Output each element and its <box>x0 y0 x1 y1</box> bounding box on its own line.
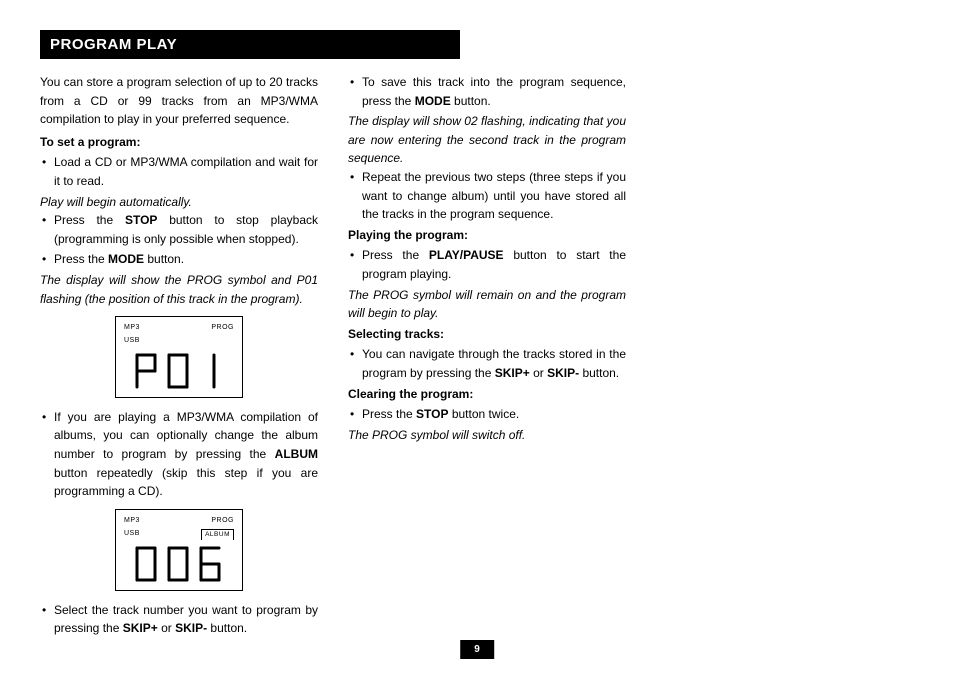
bullet-list: Repeat the previous two steps (three ste… <box>348 168 626 224</box>
lcd-label-prog: PROG <box>211 323 234 334</box>
bullet-list: Press the STOP button twice. <box>348 405 626 424</box>
note-text: The PROG symbol will switch off. <box>348 426 626 445</box>
list-item: Select the track number you want to prog… <box>54 601 318 638</box>
bullet-list: Press the PLAY/PAUSE button to start the… <box>348 246 626 283</box>
lcd-label-usb: USB <box>124 336 140 347</box>
list-item: To save this track into the program sequ… <box>362 73 626 110</box>
lcd-label-prog: PROG <box>211 516 234 527</box>
bullet-list: Press the STOP button to stop playback (… <box>40 211 318 269</box>
list-item: If you are playing a MP3/WMA compilation… <box>54 408 318 501</box>
note-text: The display will show the PROG symbol an… <box>40 271 318 308</box>
page-number: 9 <box>460 640 494 659</box>
column-right: To save this track into the program sequ… <box>348 73 626 640</box>
bullet-list: Select the track number you want to prog… <box>40 601 318 638</box>
lcd-display-006: MP3 PROG USB ALBUM <box>115 509 243 591</box>
manual-page: PROGRAM PLAY You can store a program sel… <box>0 0 954 660</box>
lcd-label-album: ALBUM <box>201 529 234 540</box>
bullet-list: If you are playing a MP3/WMA compilation… <box>40 408 318 501</box>
lcd-digits <box>124 349 234 393</box>
subhead-set-program: To set a program: <box>40 133 318 152</box>
lcd-display-p01: MP3 PROG USB <box>115 316 243 398</box>
subhead-playing: Playing the program: <box>348 226 626 245</box>
lcd-label-mp3: MP3 <box>124 323 140 334</box>
subhead-selecting: Selecting tracks: <box>348 325 626 344</box>
intro-text: You can store a program selection of up … <box>40 73 318 129</box>
list-item: Press the PLAY/PAUSE button to start the… <box>362 246 626 283</box>
list-item: Press the STOP button to stop playback (… <box>54 211 318 248</box>
note-text: The PROG symbol will remain on and the p… <box>348 286 626 323</box>
lcd-label-mp3: MP3 <box>124 516 140 527</box>
list-item: Load a CD or MP3/WMA compilation and wai… <box>54 153 318 190</box>
list-item: Repeat the previous two steps (three ste… <box>362 168 626 224</box>
lcd-digits <box>124 542 234 586</box>
bullet-list: You can navigate through the tracks stor… <box>348 345 626 382</box>
section-title: PROGRAM PLAY <box>40 30 460 59</box>
list-item: Press the STOP button twice. <box>362 405 626 424</box>
list-item: Press the MODE button. <box>54 250 318 269</box>
column-left: You can store a program selection of up … <box>40 73 318 640</box>
note-text: Play will begin automatically. <box>40 193 318 212</box>
bullet-list: Load a CD or MP3/WMA compilation and wai… <box>40 153 318 190</box>
list-item: You can navigate through the tracks stor… <box>362 345 626 382</box>
two-column-layout: You can store a program selection of up … <box>40 73 914 640</box>
subhead-clearing: Clearing the program: <box>348 385 626 404</box>
bullet-list: To save this track into the program sequ… <box>348 73 626 110</box>
note-text: The display will show 02 flashing, indic… <box>348 112 626 168</box>
lcd-label-usb: USB <box>124 529 140 540</box>
